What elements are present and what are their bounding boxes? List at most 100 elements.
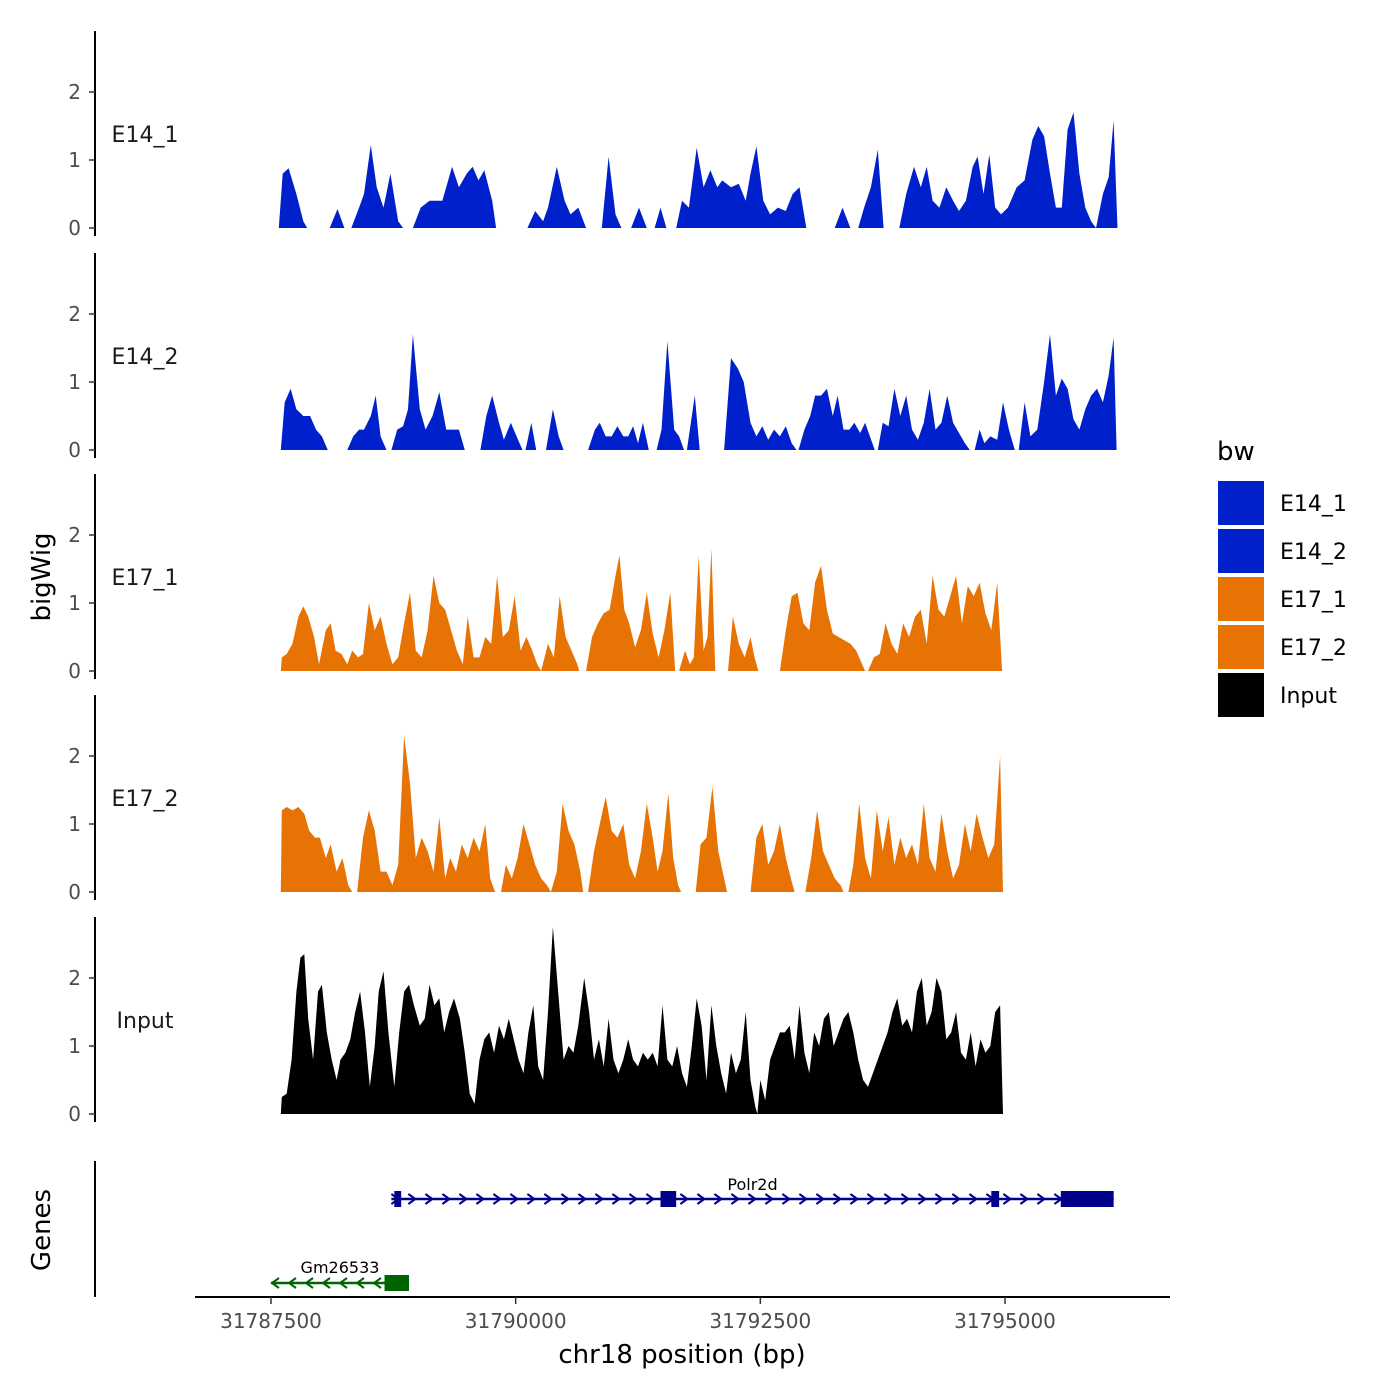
y-tick-label: 2 <box>68 80 81 104</box>
strand-arrow <box>900 1193 911 1205</box>
strand-arrow <box>441 1193 452 1205</box>
y-tick-label: 0 <box>68 1102 81 1126</box>
y-tick-label: 2 <box>68 523 81 547</box>
y-tick-label: 1 <box>68 812 81 836</box>
legend-label: Input <box>1280 684 1337 709</box>
strand-arrow <box>458 1193 469 1205</box>
strand-arrow <box>372 1277 382 1289</box>
track-e14_2: 0 1 2 E14_2 <box>68 253 1117 462</box>
strand-arrow <box>713 1193 724 1205</box>
genes-axis-title: Genes <box>27 1189 57 1271</box>
gene-gm26533: Gm26533 <box>270 1258 409 1291</box>
bigwig-tracks: 0 1 2 E14_1 0 1 2 E14_2 0 1 2 E17_1 0 1 2 E17_2 0 1 2 Input <box>68 31 1118 1126</box>
strand-arrow <box>781 1193 792 1205</box>
track-label: Input <box>117 1009 174 1034</box>
strand-arrow <box>526 1193 537 1205</box>
legend-item-e17_1: E17_1 <box>1218 577 1347 621</box>
strand-arrow <box>1002 1193 1013 1205</box>
y-tick-label: 1 <box>68 591 81 615</box>
strand-arrow <box>1019 1193 1030 1205</box>
strand-arrow <box>747 1193 758 1205</box>
legend-swatch <box>1218 625 1264 669</box>
strand-arrow <box>866 1193 877 1205</box>
x-tick-label: 31795000 <box>954 1309 1056 1333</box>
strand-arrow <box>628 1193 639 1205</box>
strand-arrow <box>611 1193 622 1205</box>
strand-arrow <box>321 1277 331 1289</box>
strand-arrow <box>832 1193 843 1205</box>
track-e17_2: 0 1 2 E17_2 <box>68 695 1003 904</box>
area-input <box>280 927 1003 1114</box>
exon <box>991 1191 1000 1207</box>
y-tick-label: 2 <box>68 966 81 990</box>
y-tick-label: 0 <box>68 216 81 240</box>
x-tick-label: 31792500 <box>709 1309 811 1333</box>
strand-arrow <box>560 1193 571 1205</box>
strand-arrow <box>287 1277 297 1289</box>
track-input: 0 1 2 Input <box>68 917 1003 1126</box>
area-e14_1 <box>278 112 1118 228</box>
strand-arrow <box>407 1193 418 1205</box>
strand-arrow <box>764 1193 775 1205</box>
strand-arrow <box>798 1193 809 1205</box>
legend-swatch <box>1218 481 1264 525</box>
strand-arrow <box>492 1193 503 1205</box>
gene-track: Polr2d Gm26533 <box>94 1161 1115 1297</box>
x-axis-ticks: 31787500 31790000 31792500 31795000 <box>220 1297 1056 1333</box>
legend-title: bw <box>1217 437 1255 467</box>
strand-arrow <box>270 1277 280 1289</box>
exon <box>660 1191 677 1207</box>
y-tick-label: 2 <box>68 744 81 768</box>
strand-arrow <box>815 1193 826 1205</box>
gene-polr2d: Polr2d <box>390 1175 1115 1207</box>
strand-arrow <box>594 1193 605 1205</box>
legend-swatch <box>1218 529 1264 573</box>
exon <box>384 1275 409 1291</box>
track-e14_1: 0 1 2 E14_1 <box>68 31 1118 240</box>
strand-arrow <box>475 1193 486 1205</box>
gene-label: Polr2d <box>727 1175 777 1194</box>
legend: bw E14_1 E14_2 E17_1 E17_2 Input <box>1217 437 1347 717</box>
area-e14_2 <box>280 334 1117 450</box>
y-axis-title: bigWig <box>27 532 57 621</box>
legend-item-e14_1: E14_1 <box>1218 481 1347 525</box>
strand-arrow <box>696 1193 707 1205</box>
strand-arrow <box>338 1277 348 1289</box>
y-tick-label: 1 <box>68 148 81 172</box>
legend-item-e17_2: E17_2 <box>1218 625 1347 669</box>
track-e17_1: 0 1 2 E17_1 <box>68 474 1003 683</box>
exon <box>1060 1191 1114 1207</box>
legend-label: E14_1 <box>1280 492 1347 517</box>
strand-arrow <box>304 1277 314 1289</box>
strand-arrow <box>1036 1193 1047 1205</box>
strand-arrow <box>355 1277 365 1289</box>
gene-label: Gm26533 <box>301 1258 380 1277</box>
y-tick-label: 0 <box>68 880 81 904</box>
legend-item-input: Input <box>1218 673 1337 717</box>
strand-arrow <box>679 1193 690 1205</box>
strand-arrow <box>849 1193 860 1205</box>
area-e17_1 <box>280 548 1003 671</box>
area-e17_2 <box>280 735 1003 892</box>
exon <box>394 1191 402 1207</box>
strand-arrow <box>951 1193 962 1205</box>
strand-arrow <box>424 1193 435 1205</box>
legend-label: E17_2 <box>1280 636 1347 661</box>
track-label: E17_1 <box>112 566 179 591</box>
x-axis: 31787500 31790000 31792500 31795000 chr18 p… <box>195 1296 1170 1370</box>
x-tick-label: 31787500 <box>220 1309 322 1333</box>
strand-arrow <box>917 1193 928 1205</box>
y-tick-label: 0 <box>68 659 81 683</box>
strand-arrow <box>968 1193 979 1205</box>
strand-arrow <box>509 1193 520 1205</box>
strand-arrow <box>543 1193 554 1205</box>
y-tick-label: 2 <box>68 302 81 326</box>
x-tick-label: 31790000 <box>465 1309 567 1333</box>
track-label: E14_1 <box>112 123 179 148</box>
y-tick-label: 1 <box>68 370 81 394</box>
strand-arrow <box>577 1193 588 1205</box>
x-axis-title: chr18 position (bp) <box>558 1340 805 1370</box>
strand-arrow <box>645 1193 656 1205</box>
strand-arrow <box>883 1193 894 1205</box>
